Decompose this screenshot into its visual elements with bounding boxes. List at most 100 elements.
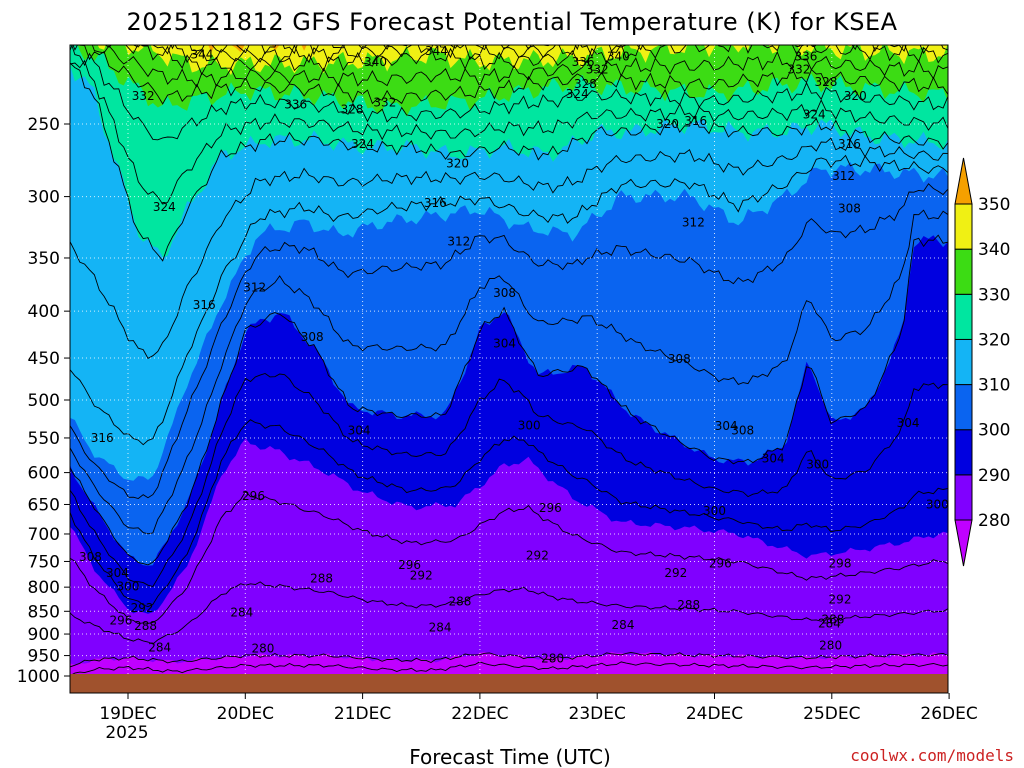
y-tick-label: 550 <box>28 429 60 449</box>
credit-text: coolwx.com/models <box>850 746 1014 765</box>
chart-title: 2025121812 GFS Forecast Potential Temper… <box>126 8 897 36</box>
colorbar-label: 340 <box>978 240 1010 260</box>
colorbar-segment <box>954 248 973 295</box>
colorbar-segment <box>954 384 973 431</box>
contour-label: 316 <box>838 137 861 151</box>
contour-label: 288 <box>677 598 700 612</box>
contour-label: 312 <box>243 281 266 295</box>
y-tick-label: 400 <box>28 302 60 322</box>
y-tick-label: 700 <box>28 525 60 545</box>
contour-label: 288 <box>449 594 472 608</box>
contour-label: 300 <box>926 497 949 511</box>
contour-label: 320 <box>656 117 679 131</box>
x-tick-label: 24DEC <box>686 704 743 724</box>
contour-304 <box>70 209 948 535</box>
contour-label: 296 <box>398 558 421 572</box>
colorbar-segment <box>954 293 973 340</box>
contour-292 <box>70 419 948 608</box>
contour-label: 308 <box>493 286 516 300</box>
y-tick-label: 800 <box>28 578 60 598</box>
contour-label: 304 <box>897 416 920 430</box>
contour-label: 288 <box>822 613 845 627</box>
contour-label: 316 <box>91 431 114 445</box>
x-axis-label: Forecast Time (UTC) <box>409 745 611 768</box>
contour-332 <box>70 45 948 105</box>
contour-label: 304 <box>106 566 129 580</box>
contour-label: 288 <box>310 572 333 586</box>
colorbar-segment <box>954 474 973 521</box>
contour-324 <box>70 59 948 205</box>
x-tick-label: 19DEC <box>99 704 156 724</box>
contour-label: 332 <box>788 62 811 76</box>
colorbar-segment <box>954 203 973 250</box>
x-tick-label: 20DEC <box>217 704 274 724</box>
contour-label: 308 <box>79 550 102 564</box>
y-tick-label: 600 <box>28 464 60 484</box>
contour-label: 308 <box>301 330 324 344</box>
contour-label: 280 <box>819 638 842 652</box>
colorbar-label: 310 <box>978 376 1010 396</box>
contour-label: 296 <box>709 557 732 571</box>
contour-label: 340 <box>364 55 387 69</box>
contour-label: 316 <box>193 298 216 312</box>
contour-label: 292 <box>664 566 687 580</box>
contour-label: 320 <box>844 89 867 103</box>
x-tick-label: 21DEC <box>334 704 391 724</box>
contour-label: 284 <box>429 620 452 634</box>
contour-label: 336 <box>284 97 307 111</box>
colorbar: 280 290 300 310 320 330 340 350 <box>954 157 1010 567</box>
y-tick-label: 900 <box>28 625 60 645</box>
contour-label: 324 <box>153 200 176 214</box>
colorbar-label: 290 <box>978 466 1010 486</box>
contour-label: 292 <box>829 592 852 606</box>
contour-280 <box>70 652 948 668</box>
colorbar-segment <box>954 429 973 476</box>
x-tick-label: 22DEC <box>451 704 508 724</box>
contour-284 <box>70 581 948 645</box>
contour-label: 304 <box>348 424 371 438</box>
contour-label: 324 <box>566 87 589 101</box>
y-tick-label: 750 <box>28 552 60 572</box>
y-tick-label: 450 <box>28 349 60 369</box>
colorbar-label: 350 <box>978 195 1010 215</box>
contour-label: 284 <box>148 641 171 655</box>
x-tick-label: 26DEC <box>920 704 977 724</box>
y-tick-label: 250 <box>28 115 60 135</box>
contour-316 <box>70 137 948 360</box>
contour-label: 332 <box>132 89 155 103</box>
contour-label: 308 <box>838 201 861 215</box>
ground-surface <box>70 674 948 693</box>
contour-320 <box>70 62 948 262</box>
colorbar-top-arrow <box>954 157 973 205</box>
contour-308 <box>70 183 948 499</box>
y-tick-label: 300 <box>28 188 60 208</box>
y-tick-label: 350 <box>28 249 60 269</box>
contour-label: 300 <box>518 418 541 432</box>
contour-label: 304 <box>493 337 516 351</box>
contour-label: 292 <box>410 569 433 583</box>
colorbar-bottom-arrow <box>954 519 973 567</box>
y-tick-label: 650 <box>28 495 60 515</box>
contour-label: 304 <box>762 451 785 465</box>
contour-label: 328 <box>574 77 597 91</box>
y-tick-label: 500 <box>28 391 60 411</box>
contour-label: 300 <box>806 458 829 472</box>
colorbar-label: 320 <box>978 330 1010 350</box>
contour-label: 332 <box>373 96 396 110</box>
contour-340 <box>70 45 948 76</box>
contour-label: 292 <box>131 601 154 615</box>
x-tick-label: 25DEC <box>803 704 860 724</box>
contour-label: 284 <box>818 617 841 631</box>
contour-label: 312 <box>447 235 470 249</box>
contour-336 <box>72 45 948 88</box>
colorbar-segment <box>954 338 973 386</box>
contour-label: 296 <box>110 614 133 628</box>
contour-label: 308 <box>668 352 691 366</box>
contour-label: 328 <box>341 102 364 116</box>
colorbar-label: 330 <box>978 285 1010 305</box>
contour-label: 308 <box>731 424 754 438</box>
contour-label: 324 <box>803 107 826 121</box>
contour-328 <box>71 45 948 141</box>
